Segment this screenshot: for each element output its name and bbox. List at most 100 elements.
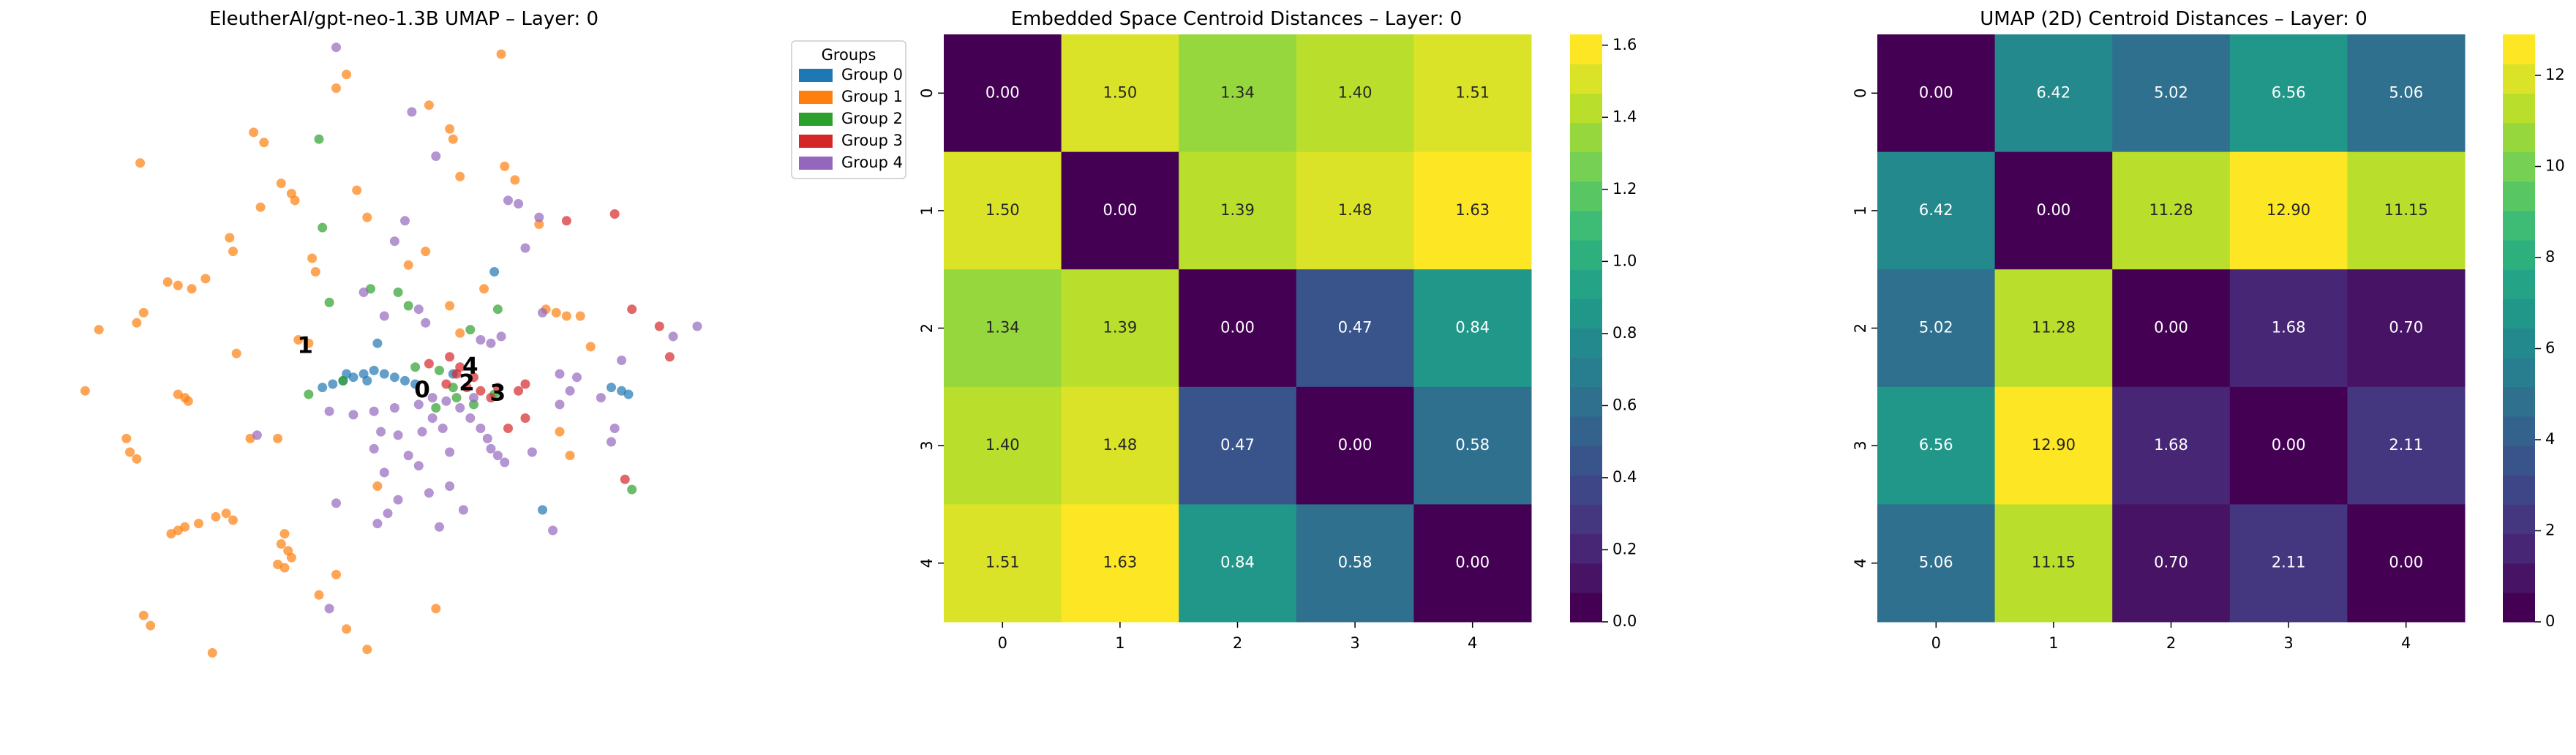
scatter-point-group-2 — [318, 222, 328, 233]
scatter-point-group-4 — [692, 321, 702, 331]
legend-label-group-3: Group 3 — [841, 132, 903, 149]
heat1-value-3-1: 1.48 — [1103, 436, 1138, 454]
heat1-colorbar-bin — [1570, 122, 1602, 153]
heat2-cell-0-3 — [2229, 34, 2348, 153]
legend-swatch-group-4 — [799, 157, 833, 170]
heat2-cell-3-3 — [2229, 386, 2348, 505]
heat1-value-4-2: 0.84 — [1220, 554, 1255, 571]
scatter-point-group-1 — [307, 253, 318, 263]
heat2-cell-4-0 — [1877, 504, 1996, 623]
heat2-cell-3-2 — [2112, 386, 2231, 505]
centroid-label-3: 3 — [490, 380, 506, 407]
heat1-value-1-3: 1.48 — [1338, 201, 1373, 219]
scatter-point-group-2 — [304, 389, 314, 399]
heat1-cell-4-1 — [1061, 504, 1179, 623]
heat1-cell-2-3 — [1296, 269, 1414, 388]
scatter-point-group-4 — [492, 451, 503, 461]
heat1-colorbar-bin — [1570, 181, 1602, 211]
heat2-value-2-3: 1.68 — [2272, 319, 2306, 337]
heat1-value-2-4: 0.84 — [1455, 319, 1490, 337]
embedded-heatmap-title: Embedded Space Centroid Distances – Laye… — [1011, 8, 1462, 30]
scatter-point-group-4 — [500, 457, 510, 467]
heat1-cell-1-4 — [1413, 151, 1532, 270]
heat2-xtick-label-3: 3 — [2283, 634, 2293, 652]
scatter-point-group-3 — [503, 424, 513, 433]
heat2-cell-3-4 — [2347, 386, 2466, 505]
heat2-cell-1-3 — [2229, 151, 2348, 270]
scatter-point-group-4 — [565, 386, 575, 396]
heat1-colorbar-bin — [1570, 533, 1602, 564]
heat1-ytick-label-4: 4 — [918, 558, 936, 568]
centroid-label-4: 4 — [462, 353, 478, 379]
heat1-colorbar-bin — [1570, 151, 1602, 182]
scatter-point-group-3 — [462, 383, 472, 393]
heat2-cell-4-1 — [1994, 504, 2113, 623]
scatter-point-group-0 — [389, 372, 399, 383]
scatter-point-group-1 — [259, 138, 269, 148]
heat2-cell-0-0 — [1877, 34, 1996, 153]
heat1-colorbar-bin — [1570, 298, 1602, 329]
scatter-point-group-2 — [324, 297, 334, 307]
scatter-point-group-0 — [372, 338, 383, 348]
heat2-value-3-2: 1.68 — [2154, 436, 2188, 454]
scatter-point-group-1 — [310, 267, 320, 277]
scatter-point-group-4 — [369, 443, 379, 454]
heat1-colorbar-bin — [1570, 34, 1602, 64]
scatter-point-group-1 — [372, 481, 383, 491]
scatter-point-group-3 — [561, 216, 571, 226]
heat2-colorbar-bin — [2503, 269, 2535, 299]
heat2-cell-0-1 — [1994, 34, 2113, 153]
scatter-point-group-4 — [424, 488, 434, 498]
heat2-value-3-4: 2.11 — [2389, 436, 2423, 454]
heat1-cell-1-0 — [944, 151, 1062, 270]
scatter-point-group-0 — [607, 383, 616, 393]
heat1-colorbar-label-8: 1.6 — [1612, 36, 1637, 53]
heat2-colorbar-bin — [2503, 386, 2535, 417]
heat2-cell-0-2 — [2112, 34, 2231, 153]
heat1-colorbar-bin — [1570, 93, 1602, 124]
scatter-point-group-4 — [324, 604, 334, 614]
scatter-point-group-0 — [379, 369, 389, 379]
scatter-point-group-3 — [609, 209, 620, 219]
scatter-point-group-1 — [496, 49, 506, 59]
heat2-value-4-0: 5.06 — [1919, 554, 1953, 571]
scatter-point-group-1 — [421, 247, 431, 257]
scatter-point-group-3 — [486, 393, 496, 403]
heat2-colorbar-bin — [2503, 181, 2535, 211]
heat1-value-0-2: 1.34 — [1220, 83, 1255, 101]
heat2-cell-4-3 — [2229, 504, 2348, 623]
heat1-colorbar-bin — [1570, 416, 1602, 446]
scatter-point-group-4 — [369, 406, 379, 416]
scatter-point-group-4 — [331, 498, 341, 508]
heat1-colorbar-label-1: 0.2 — [1612, 540, 1637, 557]
scatter-point-group-4 — [496, 331, 506, 342]
heat2-cell-2-4 — [2347, 269, 2466, 388]
heat2-colorbar-bin — [2503, 357, 2535, 388]
heat1-colorbar-label-7: 1.4 — [1612, 108, 1637, 125]
scatter-point-group-4 — [407, 107, 417, 117]
scatter-point-group-4 — [379, 311, 389, 321]
heat1-cell-1-2 — [1179, 151, 1297, 270]
scatter-point-group-4 — [555, 369, 565, 379]
heat2-colorbar-bin — [2503, 93, 2535, 124]
heat2-colorbar-bin — [2503, 475, 2535, 505]
scatter-point-group-4 — [383, 508, 393, 519]
scatter-point-group-2 — [314, 134, 324, 144]
scatter-point-group-4 — [389, 403, 399, 413]
scatter-point-group-4 — [555, 399, 565, 410]
scatter-point-group-2 — [451, 393, 462, 403]
scatter-point-group-4 — [389, 236, 399, 247]
heat1-colorbar-label-2: 0.4 — [1612, 468, 1637, 486]
umap-heatmap-colorbar: 0 2 4 6 8 10 12 — [2503, 34, 2565, 630]
scatter-point-group-1 — [362, 212, 372, 222]
scatter-point-group-3 — [520, 379, 530, 389]
scatter-point-group-4 — [609, 424, 620, 433]
heat1-value-4-0: 1.51 — [985, 554, 1020, 571]
heat2-value-4-3: 2.11 — [2272, 554, 2306, 571]
scatter-point-group-0 — [410, 379, 421, 389]
scatter-point-group-1 — [352, 185, 362, 195]
scatter-point-group-0 — [362, 375, 372, 386]
heat1-value-3-4: 0.58 — [1455, 436, 1490, 454]
scatter-point-group-4 — [400, 216, 410, 226]
scatter-point-group-1 — [575, 311, 585, 321]
